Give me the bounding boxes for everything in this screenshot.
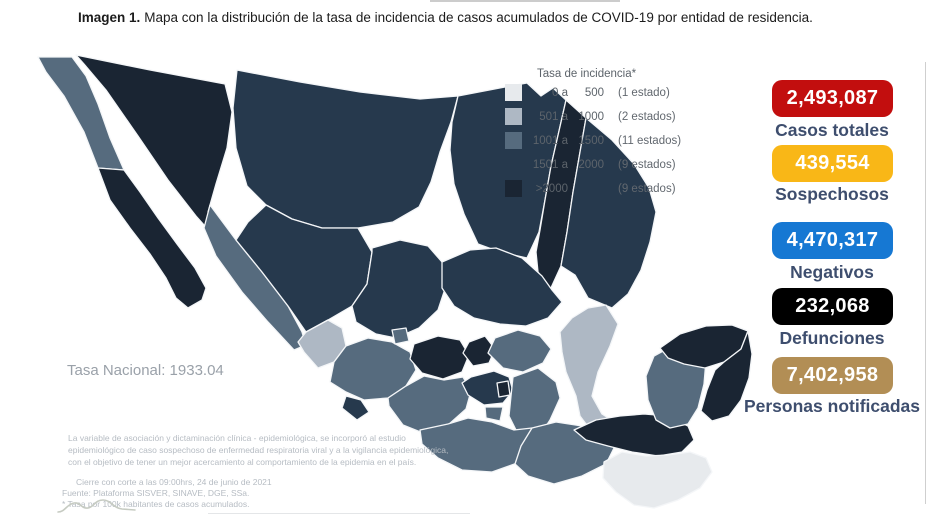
legend-swatch-0-500 [505,84,522,101]
legend-range-from: 501 a [539,110,568,123]
legend-count: (9 estados) [618,182,676,195]
figure-title-text: Mapa con la distribución de la tasa de i… [144,10,813,25]
state-cdmx [496,380,511,398]
legend-range-from: 0 a [552,86,568,99]
state-colima [341,395,370,421]
stat-label-casos-totales: Casos totales [775,120,889,140]
stat-label-defunciones: Defunciones [779,328,885,348]
stat-badge-casos-totales: 2,493,087 [772,80,893,117]
legend-count: (2 estados) [618,110,676,123]
legend-count: (9 estados) [618,158,676,171]
legend-row: 501 a 1000 (2 estados) [505,108,681,125]
figure-title: Imagen 1. Mapa con la distribución de la … [78,10,858,25]
wave-logo-fragment [57,499,136,513]
state-baja-california-sur [97,167,207,309]
state-quintana-roo [700,330,753,422]
state-michoacan [387,375,472,434]
state-durango [235,204,373,333]
legend-range-to: 1500 [578,134,604,147]
bottom-divider-line [208,513,470,514]
legend-count: (11 estados) [618,134,682,147]
footnote-paragraph: La variable de asociación y dictaminació… [68,433,449,467]
state-guanajuato [409,335,470,380]
right-divider-line [925,62,926,504]
footnote-nota: * Tasa por 100k habitantes de casos acum… [62,499,250,509]
state-san-luis-potosi [441,247,563,327]
legend-swatch-2000-plus [505,180,522,197]
legend-range-to: 1000 [578,110,604,123]
stat-badge-personas-notificadas: 7,402,958 [772,357,893,394]
legend-range-to: 2000 [578,158,604,171]
cropped-text-fragment [430,0,620,2]
stat-label-negativos: Negativos [790,262,874,282]
stat-badge-sospechosos: 439,554 [772,145,893,182]
state-chihuahua [232,69,459,229]
state-tamaulipas [560,117,657,309]
footnote-cierre: Cierre con corte a las 09:00hrs, 24 de j… [76,477,272,487]
state-aguascalientes [391,327,410,345]
legend-swatch-1501-2000 [505,156,522,173]
state-morelos [484,406,504,422]
legend-count: (1 estado) [618,86,670,99]
legend-row: 1501 a 2000 (9 estados) [505,156,681,173]
national-rate-label: Tasa Nacional: 1933.04 [67,362,224,379]
figure-title-prefix: Imagen 1. [78,10,141,25]
legend-row: 0 a 500 (1 estado) [505,84,681,101]
legend-title: Tasa de incidencia* [537,68,637,80]
state-hidalgo [487,329,552,373]
legend-row: >2000 (9 estados) [505,180,681,197]
stat-badge-negativos: 4,470,317 [772,222,893,259]
stat-label-personas-notificadas: Personas notificadas [743,396,921,416]
legend-swatch-501-1000 [505,108,522,125]
legend-row: 1001 a 1500 (11 estados) [505,132,681,149]
map-legend: Tasa de incidencia* 0 a 500 (1 estado) 5… [505,68,681,204]
legend-range-from: 1501 a [532,158,568,171]
stat-label-sospechosos: Sospechosos [775,184,889,204]
footnote-fuente: Fuente: Plataforma SISVER, SINAVE, DGE, … [62,488,250,498]
state-queretaro [462,335,496,367]
legend-range-from: >2000 [535,182,568,195]
legend-range-to: 500 [584,86,604,99]
legend-swatch-1001-1500 [505,132,522,149]
legend-range-from: 1001 a [532,134,568,147]
state-chiapas [602,451,713,509]
stat-badge-defunciones: 232,068 [772,288,893,325]
